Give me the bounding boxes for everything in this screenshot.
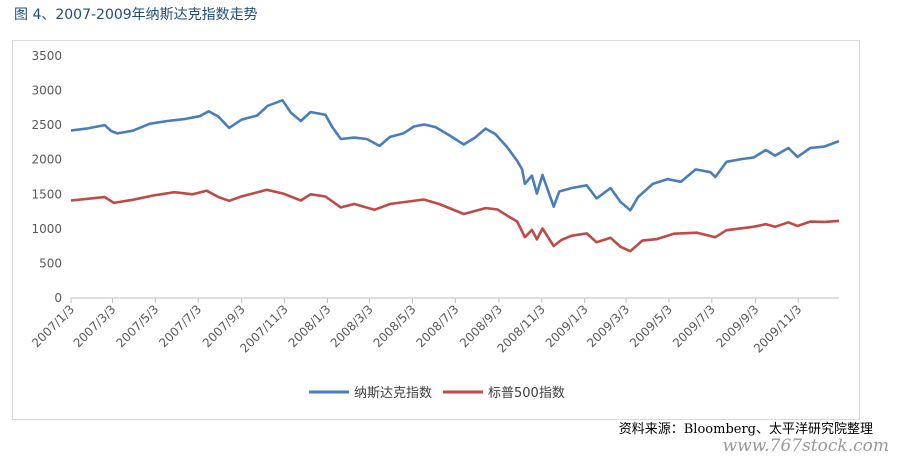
y-tick-label: 2000 bbox=[31, 153, 62, 167]
y-tick-label: 3000 bbox=[31, 84, 62, 98]
series-line-0 bbox=[70, 99, 840, 212]
y-tick-label: 500 bbox=[39, 256, 62, 270]
y-tick-label: 0 bbox=[54, 291, 62, 305]
y-tick-label: 2500 bbox=[31, 118, 62, 132]
legend-label-0: 纳斯达克指数 bbox=[354, 386, 432, 401]
x-tick-label: 2009/7/3 bbox=[670, 302, 718, 350]
x-tick-label: 2008/7/3 bbox=[413, 302, 461, 350]
legend-label-1: 标普500指数 bbox=[488, 386, 565, 401]
y-axis: 0 500 1000 1500 2000 2500 3000 3500 bbox=[31, 49, 62, 305]
x-tick-label: 2009/1/3 bbox=[543, 302, 591, 350]
source-note: 资料来源：Bloomberg、太平洋研究院整理 bbox=[618, 422, 873, 437]
x-tick-label: 2007/7/3 bbox=[156, 302, 204, 350]
x-tick-label: 2008/5/3 bbox=[371, 302, 419, 350]
x-axis: 2007/1/32007/3/32007/5/32007/7/32007/9/3… bbox=[29, 297, 839, 356]
legend: 纳斯达克指数 标普500指数 bbox=[309, 386, 565, 401]
x-tick-label: 2007/3/3 bbox=[71, 302, 119, 350]
y-tick-label: 3500 bbox=[31, 49, 62, 63]
series-lines bbox=[70, 99, 840, 253]
x-tick-label: 2009/3/3 bbox=[584, 302, 632, 350]
x-tick-label: 2007/5/3 bbox=[113, 302, 161, 350]
x-tick-label: 2009/5/3 bbox=[627, 302, 675, 350]
y-tick-label: 1500 bbox=[31, 187, 62, 201]
watermark: www.767stock.com bbox=[722, 436, 889, 456]
x-tick-label: 2008/3/3 bbox=[328, 302, 376, 350]
y-tick-label: 1000 bbox=[31, 222, 62, 236]
series-line-1 bbox=[70, 188, 840, 253]
chart-frame: 0 500 1000 1500 2000 2500 3000 3500 2007/1/3 200… bbox=[12, 40, 860, 420]
x-tick-label: 2008/1/3 bbox=[286, 302, 334, 350]
figure-title: 图 4、2007-2009年纳斯达克指数走势 bbox=[14, 7, 258, 23]
x-tick-label: 2007/1/3 bbox=[29, 302, 77, 350]
